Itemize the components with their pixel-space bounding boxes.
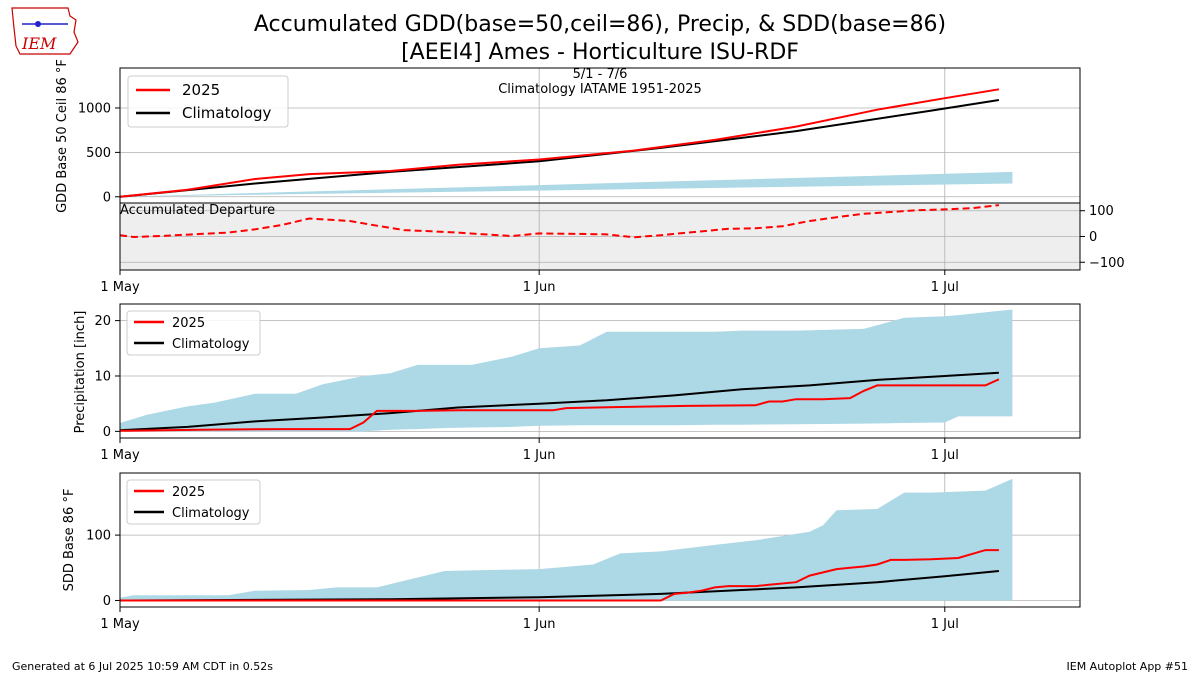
precip-legend: 2025 Climatology: [126, 310, 261, 356]
y-tick-label: 0: [103, 594, 111, 609]
gdd-legend-climatology-label: Climatology: [182, 104, 272, 122]
iem-logo: IEM: [11, 7, 79, 55]
precip-legend-climatology-label: Climatology: [172, 337, 250, 352]
x-tick-label: 1 Jul: [931, 617, 959, 632]
y-tick-label: −100: [1089, 256, 1125, 271]
precip-panel: 0 10 20 1 May 1 Jun 1 Jul Precipitation [inc…: [73, 303, 1081, 463]
y-tick-label: 0: [1089, 230, 1097, 245]
sdd-climatology-line: [119, 570, 999, 602]
gdd-legend-2025-label: 2025: [182, 81, 220, 99]
y-tick-label: 1000: [78, 101, 111, 116]
y-tick-label: 100: [86, 529, 111, 544]
x-tick-label: 1 Jun: [523, 617, 556, 632]
logo-station-icon: [35, 21, 41, 27]
x-tick-label: 1 Jun: [523, 448, 556, 463]
gdd-panel: 0 500 1000 GDD Base 50 Ceil 86 °F 2025 Cli…: [55, 59, 1081, 213]
footer-generated: Generated at 6 Jul 2025 10:59 AM CDT in …: [12, 660, 273, 673]
departure-label: Accumulated Departure: [120, 203, 275, 218]
x-tick-label: 1 May: [100, 617, 140, 632]
precip-axes-frame: [119, 303, 1081, 439]
sdd-panel: 0 100 1 May 1 Jun 1 Jul SDD Base 86 °F 2025…: [62, 472, 1081, 632]
x-tick-label: 1 Jul: [931, 280, 959, 295]
gdd-2025-line: [119, 88, 1000, 198]
x-tick-label: 1 May: [100, 448, 140, 463]
departure-panel: Accumulated Departure 100 0 −100 1 May 1 Ju…: [100, 202, 1125, 295]
sdd-legend: 2025 Climatology: [126, 479, 261, 525]
x-tick-label: 1 Jul: [931, 448, 959, 463]
period-label: 5/1 - 7/6: [573, 67, 628, 82]
sdd-legend-climatology-label: Climatology: [172, 506, 250, 521]
climatology-label: Climatology IATAME 1951-2025: [498, 82, 702, 97]
y-tick-label: 500: [86, 146, 111, 161]
gdd-range-band: [120, 171, 1013, 197]
logo-text: IEM: [21, 34, 57, 53]
y-tick-label: 100: [1089, 204, 1114, 219]
x-tick-label: 1 Jun: [523, 280, 556, 295]
precip-climatology-line: [119, 371, 999, 432]
departure-line: [119, 204, 1000, 239]
sdd-legend-2025-label: 2025: [172, 485, 205, 500]
iowa-outline-icon: [11, 7, 79, 55]
gdd-legend: 2025 Climatology: [127, 75, 289, 128]
y-tick-label: 10: [94, 369, 111, 384]
sdd-2025-line: [120, 549, 999, 602]
x-tick-label: 1 May: [100, 280, 140, 295]
sdd-axes-frame: [119, 472, 1081, 608]
sdd-ylabel: SDD Base 86 °F: [62, 489, 77, 592]
chart-title-line2: [AEEI4] Ames - Horticulture ISU-RDF: [401, 40, 799, 65]
gdd-ylabel: GDD Base 50 Ceil 86 °F: [55, 59, 70, 213]
footer-app: IEM Autoplot App #51: [1066, 660, 1189, 673]
y-tick-label: 20: [94, 314, 111, 329]
precip-2025-line: [119, 378, 1000, 432]
precip-legend-2025-label: 2025: [172, 316, 205, 331]
sdd-range-band: [120, 478, 1013, 601]
chart-title-line1: Accumulated GDD(base=50,ceil=86), Precip…: [254, 12, 946, 37]
y-tick-label: 0: [103, 190, 111, 205]
y-tick-label: 0: [103, 425, 111, 440]
precip-ylabel: Precipitation [inch]: [73, 311, 88, 434]
